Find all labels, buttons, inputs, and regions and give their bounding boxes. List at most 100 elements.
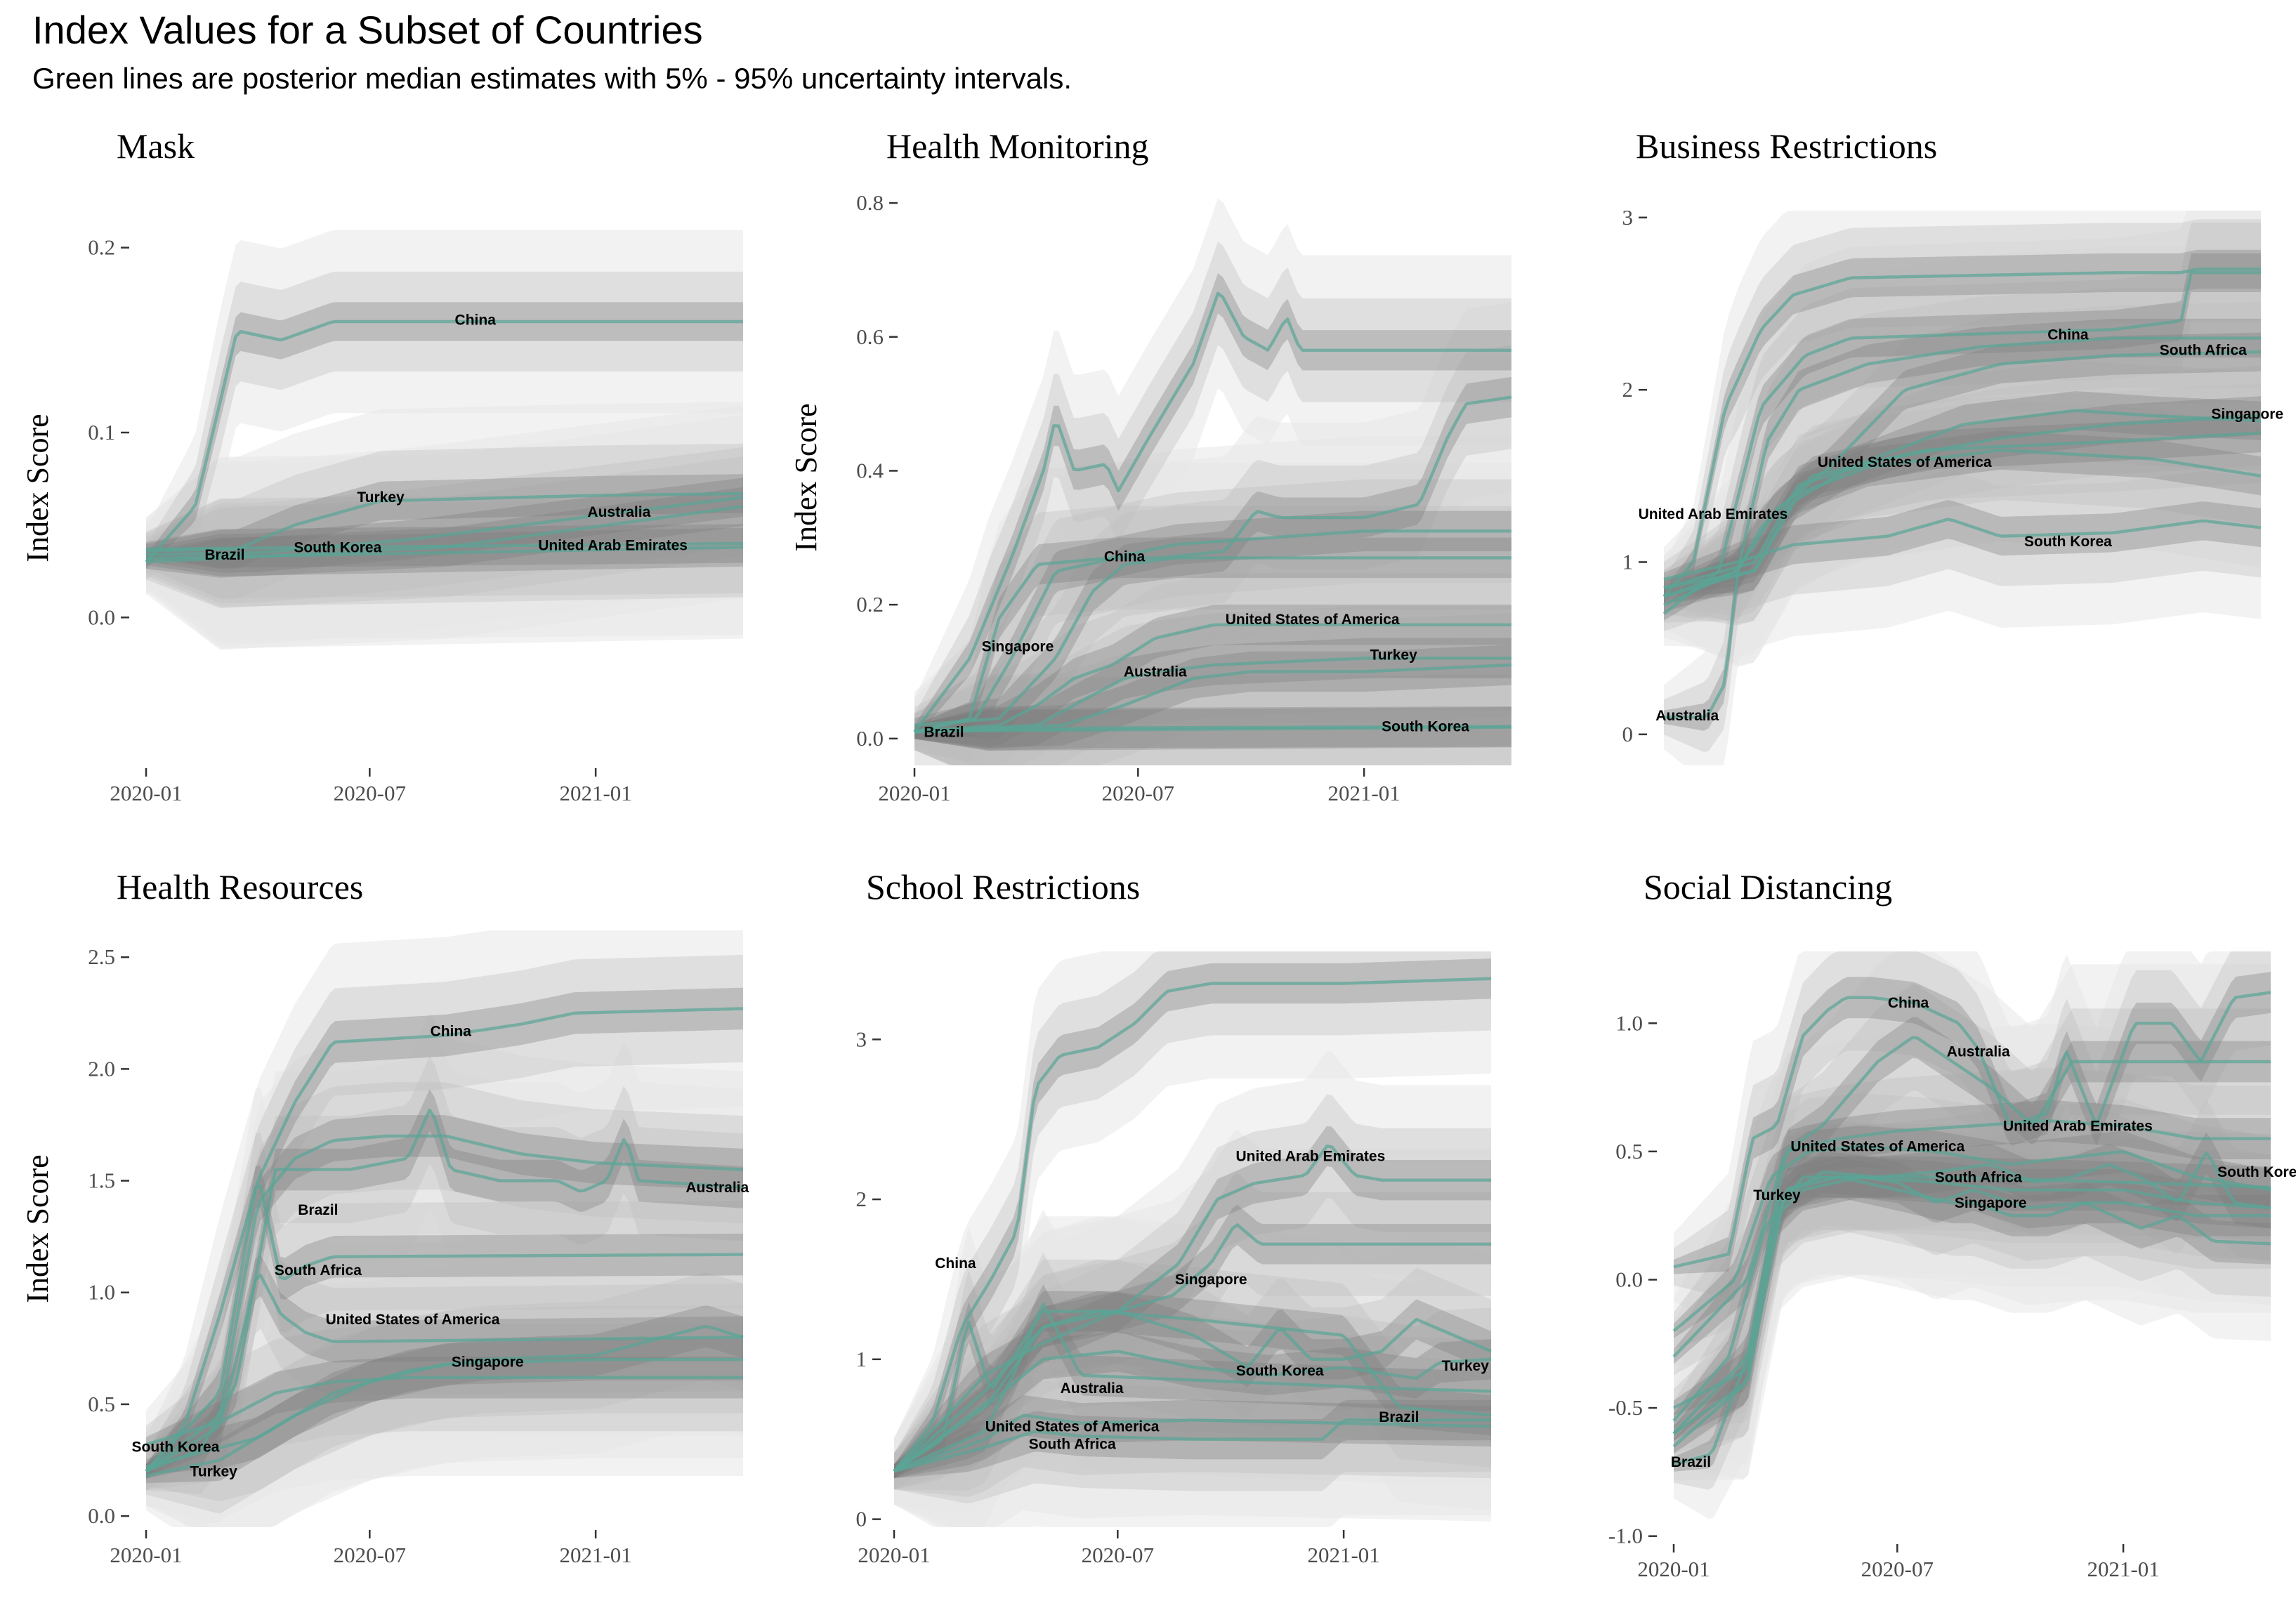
country-label: Australia xyxy=(685,1180,749,1196)
series-line-south-africa xyxy=(914,663,1512,734)
uncertainty-band xyxy=(914,674,1511,765)
uncertainty-band xyxy=(1674,1132,2271,1441)
uncertainty-band xyxy=(146,1221,743,1491)
country-label: United Arab Emirates xyxy=(538,538,688,554)
country-label: South Africa xyxy=(275,1262,362,1279)
x-tick-label: 2021-01 xyxy=(559,1543,631,1567)
series-line-united-arab-emirates xyxy=(893,1145,1491,1472)
country-label: China xyxy=(431,1023,472,1039)
uncertainty-band xyxy=(146,1305,743,1514)
panel-health-monitoring: Health Monitoring Index Score 0.0 0.2 0.4 0.6… xyxy=(789,126,1512,805)
uncertainty-band xyxy=(1664,249,2261,604)
y-tick-label: 0.1 xyxy=(88,420,115,444)
uncertainty-band xyxy=(894,1299,1491,1490)
uncertainty-band xyxy=(1664,318,2261,612)
uncertainty-band xyxy=(1674,1123,2271,1490)
country-label: United States of America xyxy=(985,1419,1160,1435)
series-line-united-states-of-america xyxy=(893,1413,1492,1473)
y-tick-label: 0.6 xyxy=(856,324,884,349)
x-tick-label: 2020-01 xyxy=(110,781,182,805)
uncertainty-band xyxy=(914,605,1511,746)
x-tick-label: 2020-01 xyxy=(110,1543,182,1567)
uncertainty-band xyxy=(146,443,743,600)
country-label: South Korea xyxy=(1236,1363,1324,1379)
country-label: Brazil xyxy=(298,1202,338,1218)
uncertainty-band xyxy=(146,1272,743,1501)
uncertainty-band xyxy=(1674,1124,2271,1465)
y-tick-label: 2 xyxy=(1622,377,1634,402)
series-line-brazil xyxy=(1673,1175,2271,1466)
series-line-united-states-of-america xyxy=(145,1273,744,1473)
uncertainty-band xyxy=(894,1291,1491,1479)
uncertainty-band xyxy=(1664,341,2261,766)
uncertainty-band xyxy=(1664,469,2261,612)
x-tick-label: 2021-01 xyxy=(2087,1557,2159,1581)
series-line-turkey xyxy=(1672,1175,2271,1410)
uncertainty-band xyxy=(914,198,1511,765)
uncertainty-band xyxy=(1674,1124,2271,1427)
series-line-united-arab-emirates xyxy=(1672,1119,2271,1358)
y-tick-label: 0 xyxy=(1622,722,1634,746)
series-line-south-africa xyxy=(145,1185,743,1472)
country-label: Turkey xyxy=(357,489,405,506)
uncertainty-band xyxy=(894,1259,1491,1490)
uncertainty-band xyxy=(894,958,1491,1479)
uncertainty-band xyxy=(146,271,743,580)
country-label: China xyxy=(455,312,497,328)
uncertainty-band xyxy=(146,1132,743,1491)
x-tick-label: 2020-07 xyxy=(1861,1557,1934,1581)
uncertainty-band xyxy=(1674,1156,2271,1454)
series-line-china xyxy=(913,291,1511,733)
uncertainty-band xyxy=(146,1324,743,1476)
x-tick-label: 2021-01 xyxy=(1307,1543,1379,1567)
y-tick-label: 0.0 xyxy=(88,605,115,629)
country-label: Brazil xyxy=(924,724,964,740)
series-line-brazil xyxy=(893,1310,1492,1473)
series-line-united-states-of-america xyxy=(914,529,1511,734)
uncertainty-band xyxy=(894,951,1491,1505)
panel-title: Health Resources xyxy=(117,867,363,906)
country-label: Turkey xyxy=(190,1463,238,1479)
y-tick-label: 0.5 xyxy=(1615,1139,1643,1163)
country-label: Brazil xyxy=(1379,1409,1419,1425)
y-tick-label: 2.0 xyxy=(88,1056,115,1081)
country-label: United Arab Emirates xyxy=(1639,506,1788,522)
country-label: United Arab Emirates xyxy=(2003,1118,2153,1134)
country-label: Australia xyxy=(1124,664,1187,680)
country-label: Brazil xyxy=(1671,1454,1711,1470)
figure-title: Index Values for a Subset of Countries xyxy=(32,8,703,52)
country-label: South Korea xyxy=(2024,534,2112,550)
country-label: Turkey xyxy=(1370,647,1417,664)
uncertainty-band xyxy=(146,1254,743,1479)
series-line-singapore xyxy=(1672,1175,2271,1448)
series-line-south-korea xyxy=(1672,1175,2271,1422)
uncertainty-band xyxy=(914,638,1511,749)
panel-school-restrictions: School Restrictions 0 1 2 3 2020-01 2020-07 202… xyxy=(856,867,1492,1567)
country-label: China xyxy=(2047,327,2089,343)
series-line-south-korea xyxy=(145,1376,743,1446)
uncertainty-band xyxy=(146,447,743,604)
x-tick-label: 2020-07 xyxy=(1102,781,1174,805)
country-label: United States of America xyxy=(1226,612,1400,628)
series-line-united-arab-emirates xyxy=(145,541,744,551)
x-tick-label: 2020-01 xyxy=(1637,1557,1710,1581)
panel-title: Social Distancing xyxy=(1644,867,1892,906)
uncertainty-band xyxy=(894,1126,1491,1479)
y-tick-label: 1.0 xyxy=(88,1280,115,1305)
uncertainty-band xyxy=(1664,365,2261,617)
y-tick-label: -1.0 xyxy=(1608,1524,1643,1548)
series-line-singapore xyxy=(893,1223,1491,1472)
uncertainty-band xyxy=(914,632,1511,765)
country-label: South Africa xyxy=(1935,1169,2022,1185)
uncertainty-band xyxy=(146,1338,743,1484)
y-tick-label: 1.5 xyxy=(88,1168,115,1193)
series-line-turkey xyxy=(145,492,744,553)
panel-title: Health Monitoring xyxy=(886,126,1149,166)
country-label: United Arab Emirates xyxy=(1236,1149,1386,1165)
uncertainty-band xyxy=(914,675,1511,765)
series-line-china xyxy=(1673,991,2271,1269)
series-line-china xyxy=(893,977,1492,1472)
country-label: Singapore xyxy=(452,1354,524,1370)
x-tick-label: 2021-01 xyxy=(1327,781,1400,805)
